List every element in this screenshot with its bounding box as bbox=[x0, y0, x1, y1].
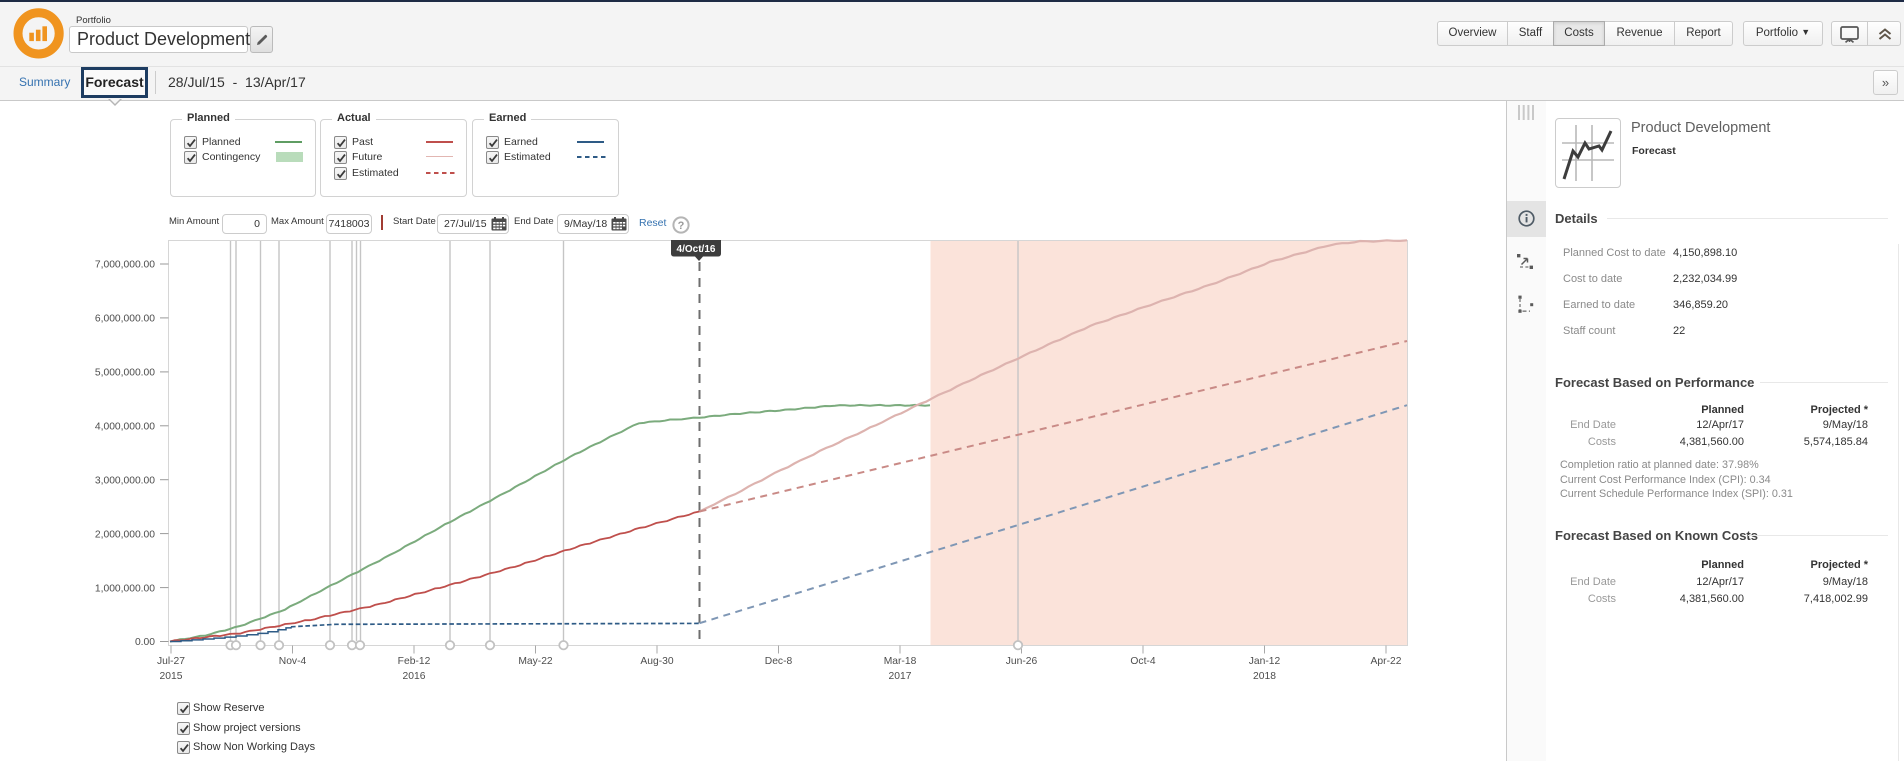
svg-text:4,000,000.00: 4,000,000.00 bbox=[95, 422, 155, 433]
svg-text:3,000,000.00: 3,000,000.00 bbox=[95, 475, 155, 486]
svg-text:2016: 2016 bbox=[403, 671, 426, 682]
svg-text:May-22: May-22 bbox=[518, 656, 553, 667]
svg-text:Jul-27: Jul-27 bbox=[157, 656, 185, 667]
svg-text:Aug-30: Aug-30 bbox=[640, 656, 673, 667]
svg-text:2015: 2015 bbox=[160, 671, 183, 682]
svg-text:Feb-12: Feb-12 bbox=[398, 656, 431, 667]
svg-text:Jun-26: Jun-26 bbox=[1006, 656, 1038, 667]
svg-text:2018: 2018 bbox=[1253, 671, 1276, 682]
svg-text:?: ? bbox=[678, 220, 685, 232]
svg-text:2017: 2017 bbox=[889, 671, 912, 682]
svg-text:4/Oct/16: 4/Oct/16 bbox=[677, 244, 716, 255]
svg-text:2,000,000.00: 2,000,000.00 bbox=[95, 529, 155, 540]
svg-text:Mar-18: Mar-18 bbox=[884, 656, 917, 667]
svg-text:Apr-22: Apr-22 bbox=[1371, 656, 1402, 667]
svg-text:7,000,000.00: 7,000,000.00 bbox=[95, 260, 155, 271]
svg-text:5,000,000.00: 5,000,000.00 bbox=[95, 368, 155, 379]
svg-text:Dec-8: Dec-8 bbox=[765, 656, 793, 667]
svg-text:Oct-4: Oct-4 bbox=[1130, 656, 1155, 667]
svg-text:0.00: 0.00 bbox=[135, 637, 155, 648]
svg-text:Nov-4: Nov-4 bbox=[279, 656, 307, 667]
svg-text:Jan-12: Jan-12 bbox=[1249, 656, 1281, 667]
svg-text:6,000,000.00: 6,000,000.00 bbox=[95, 314, 155, 325]
svg-text:1,000,000.00: 1,000,000.00 bbox=[95, 583, 155, 594]
